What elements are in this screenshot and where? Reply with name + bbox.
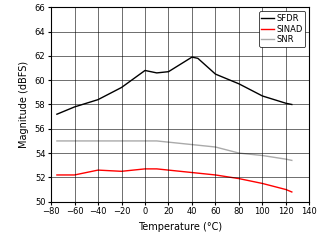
SNR bbox=[120, 139, 123, 142]
SINAD bbox=[73, 174, 77, 176]
SNR bbox=[73, 139, 77, 142]
Y-axis label: Magnitude (dBFS): Magnitude (dBFS) bbox=[19, 61, 29, 148]
SFDR bbox=[196, 57, 200, 60]
SNR bbox=[143, 139, 147, 142]
SFDR bbox=[284, 102, 288, 105]
SNR bbox=[290, 159, 294, 162]
Line: SFDR: SFDR bbox=[57, 57, 292, 114]
SNR bbox=[190, 143, 194, 146]
SINAD bbox=[213, 174, 217, 176]
SFDR bbox=[213, 73, 217, 76]
SNR bbox=[213, 146, 217, 148]
SINAD bbox=[284, 188, 288, 191]
SNR bbox=[284, 158, 288, 161]
SNR bbox=[55, 139, 59, 142]
SFDR bbox=[73, 105, 77, 108]
X-axis label: Temperature (°C): Temperature (°C) bbox=[138, 222, 222, 232]
SNR bbox=[237, 152, 241, 155]
SNR bbox=[96, 139, 100, 142]
SINAD bbox=[167, 169, 170, 172]
SINAD bbox=[96, 169, 100, 172]
SFDR bbox=[120, 86, 123, 89]
SFDR bbox=[143, 69, 147, 72]
Line: SNR: SNR bbox=[57, 141, 292, 160]
SFDR bbox=[167, 70, 170, 73]
SFDR bbox=[155, 71, 159, 74]
SINAD bbox=[143, 167, 147, 170]
SINAD bbox=[155, 167, 159, 170]
SFDR bbox=[55, 113, 59, 116]
SFDR bbox=[190, 56, 194, 59]
SFDR bbox=[290, 103, 294, 106]
SINAD bbox=[190, 171, 194, 174]
Line: SINAD: SINAD bbox=[57, 169, 292, 192]
SNR bbox=[167, 141, 170, 144]
SINAD bbox=[290, 191, 294, 193]
SNR bbox=[261, 154, 264, 157]
SFDR bbox=[261, 95, 264, 97]
SFDR bbox=[237, 82, 241, 85]
SINAD bbox=[55, 174, 59, 176]
SINAD bbox=[237, 177, 241, 180]
Legend: SFDR, SINAD, SNR: SFDR, SINAD, SNR bbox=[259, 11, 305, 47]
SINAD bbox=[120, 170, 123, 173]
SINAD bbox=[261, 182, 264, 185]
SFDR bbox=[96, 98, 100, 101]
SNR bbox=[155, 139, 159, 142]
